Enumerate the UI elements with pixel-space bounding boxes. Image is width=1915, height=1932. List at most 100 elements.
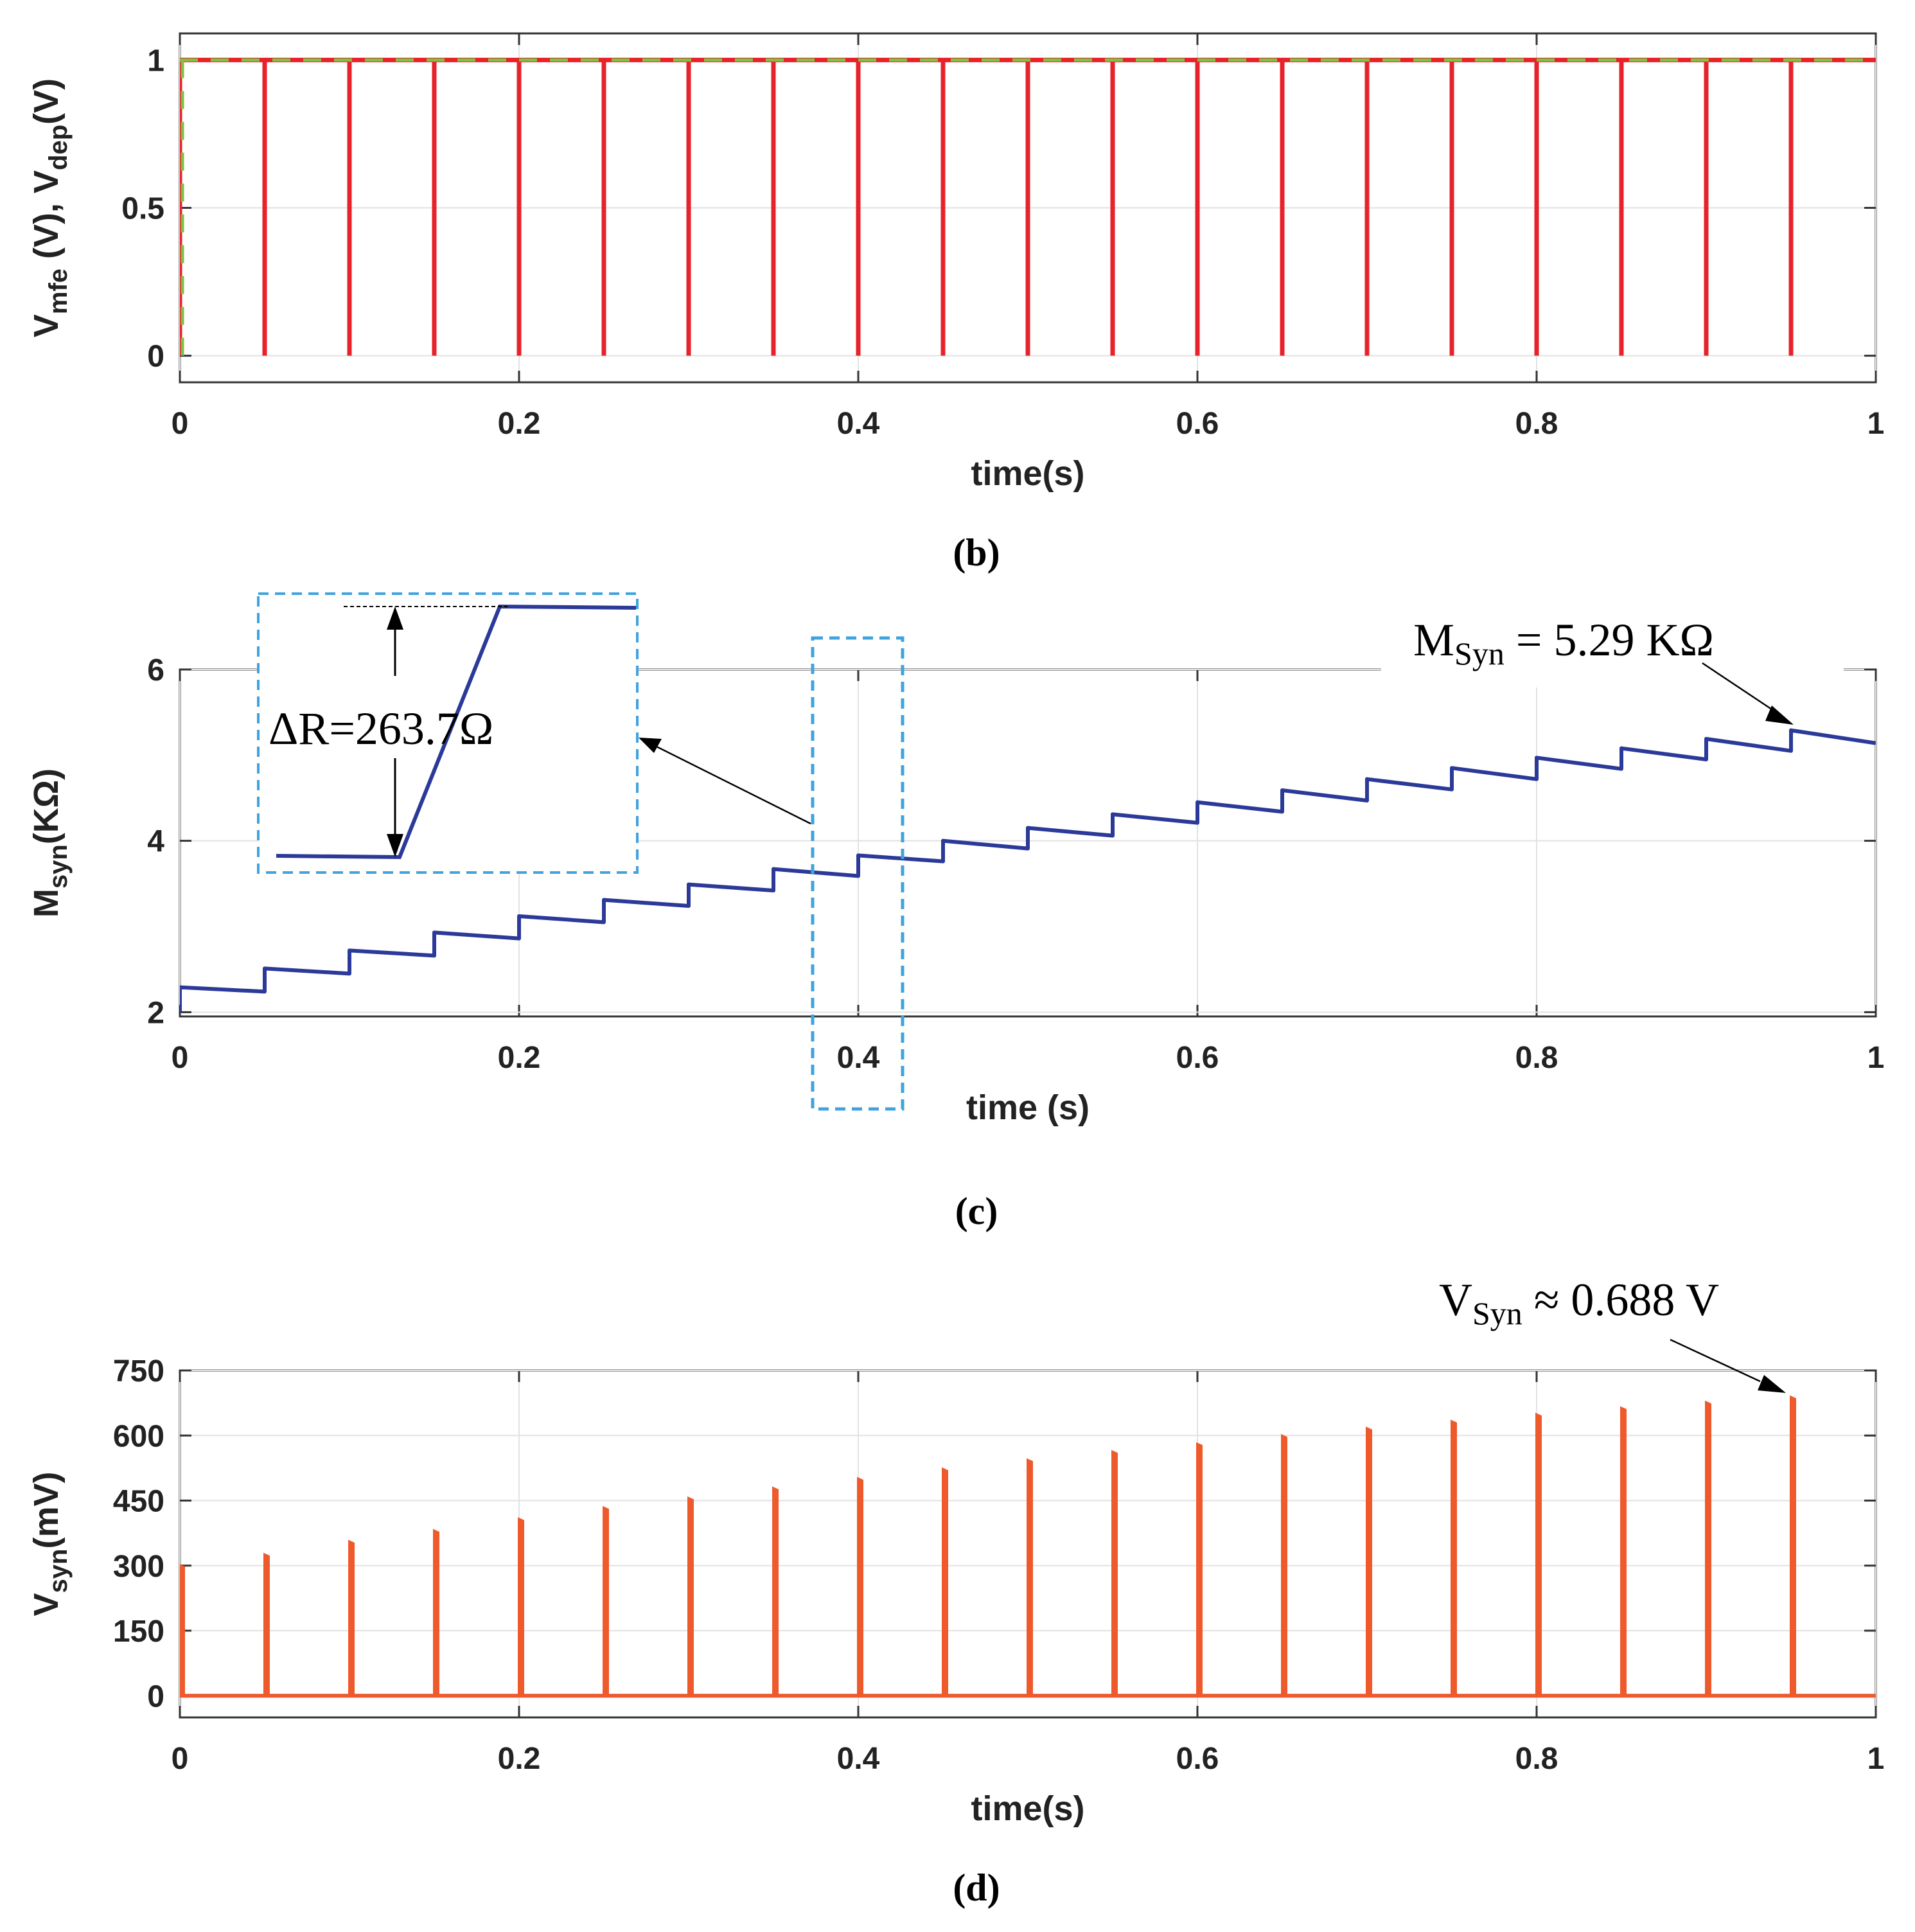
msyn-step-point [348,948,351,953]
msyn-step-point [180,985,182,989]
final-pointer-line [1702,662,1780,716]
vsyn-spike [1705,1400,1711,1696]
y-tick-label: 4 [147,825,164,859]
y-tick-label: 0 [147,1679,164,1714]
x-tick-label: 0 [172,407,189,441]
x-axis-label: time(s) [971,454,1084,493]
panel-caption: (c) [955,1190,998,1232]
inset-pointer-line [647,741,811,825]
x-axis-label: time(s) [971,1789,1084,1828]
vsyn-spike [942,1467,948,1696]
chart-b: 0 0.2 0.4 0.6 0.8 1 0 0.5 1 time(s) Vmfe (V), Vdep… [27,32,1885,574]
vsyn-spike [1281,1433,1287,1696]
vsyn-spike [1027,1458,1033,1696]
msyn-line [180,728,1876,1013]
x-tick-label: 0.8 [1515,1742,1558,1776]
x-tick-label: 0 [172,1041,189,1075]
vsyn-spike [603,1505,609,1696]
y-tick-label: 2 [147,996,164,1030]
x-tick-label: 0.4 [837,407,880,441]
panel-caption: (d) [953,1866,1000,1909]
y-tick-label: 0.5 [121,192,164,226]
vsyn-spike [1366,1426,1372,1696]
msyn-step-point [687,882,691,887]
panel-caption: (b) [953,531,1000,574]
final-pointer-line [1670,1338,1761,1383]
arrow-head-icon [387,607,403,630]
vsyn-spike [180,1564,185,1696]
msyn-step-point [856,853,860,858]
series-layer [180,57,1876,356]
x-tick-label: 0.8 [1515,1041,1558,1075]
y-tick-label: 6 [147,653,164,687]
label-backdrop [1381,604,1844,687]
chart-d: 0 0.2 0.4 0.6 0.8 1 0 150 300 450 600 750 time(s) Vsy… [27,1274,1884,1909]
vsyn-spike [772,1486,779,1696]
inset-step-line [276,604,637,860]
x-tick-label: 0.6 [1176,1742,1219,1776]
vsyn-spike [1535,1412,1542,1696]
msyn-step-point [1619,746,1623,750]
vsyn-spike [1790,1395,1796,1696]
arrow-head-icon [1765,705,1794,725]
vsyn-spike [857,1476,863,1696]
x-tick-label: 0.2 [498,407,541,441]
msyn-step-point [1280,788,1284,792]
x-tick-label: 1 [1867,1041,1885,1075]
series-layer [180,728,1876,1013]
vsyn-spike [1620,1406,1627,1696]
msyn-step-point [772,867,775,871]
vsyn-spike [263,1552,270,1696]
vsyn-spike [1196,1442,1203,1696]
x-tick-label: 1 [1867,407,1885,441]
msyn-step-point [602,898,606,902]
msyn-step-point [1196,800,1199,804]
y-tick-label: 0 [147,340,164,374]
chart-c: 0 0.2 0.4 0.6 0.8 1 2 4 6 time (s) Msyn(KΩ) (c) ΔR=2… [27,592,1885,1232]
y-tick-label: 450 [113,1485,164,1519]
x-tick-label: 0.6 [1176,407,1219,441]
x-tick-label: 0.2 [498,1041,541,1075]
y-axis-label: Vmfe (V), Vdep(V) [27,78,73,337]
y-tick-label: 150 [113,1615,164,1649]
msyn-step-point [941,838,945,843]
x-tick-label: 0.6 [1176,1041,1219,1075]
msyn-step-point [1365,777,1369,781]
y-axis-label: Msyn(KΩ) [27,768,73,917]
y-axis-label: Vsyn(mV) [27,1472,73,1617]
msyn-step-point [1535,756,1539,760]
vsyn-spike [518,1517,524,1696]
msyn-step-point [1026,826,1030,830]
y-tick-label: 300 [113,1550,164,1584]
msyn-step-point [1450,766,1454,770]
zoom-inset: ΔR=263.7Ω [257,592,639,874]
msyn-step-point [517,914,521,918]
msyn-step-point [1704,737,1708,741]
series-layer [180,1395,1876,1698]
x-tick-label: 0.4 [837,1041,880,1075]
y-tick-label: 750 [113,1354,164,1388]
vsyn-spike [1111,1449,1118,1696]
final-msyn-label: MSyn = 5.29 KΩ [1413,614,1714,671]
x-tick-label: 1 [1867,1742,1885,1776]
msyn-step-point [263,966,267,971]
final-vsyn-label: VSyn ≈ 0.688 V [1439,1274,1719,1331]
delta-r-label: ΔR=263.7Ω [269,703,493,754]
arrow-head-icon [639,738,662,753]
x-axis-label: time (s) [966,1088,1090,1127]
arrow-head-icon [387,834,403,857]
vsyn-spike [433,1529,439,1696]
x-tick-label: 0.2 [498,1742,541,1776]
x-tick-label: 0.8 [1515,407,1558,441]
zoom-region-box [811,636,905,1111]
msyn-step-point [1111,812,1115,817]
y-tick-label: 1 [147,44,164,78]
msyn-step-point [1789,728,1793,732]
vsyn-spike [687,1496,694,1696]
msyn-step-point [432,930,436,935]
x-tick-label: 0.4 [837,1742,880,1776]
y-tick-label: 600 [113,1419,164,1453]
vsyn-spike [348,1539,355,1696]
x-tick-label: 0 [172,1742,189,1776]
